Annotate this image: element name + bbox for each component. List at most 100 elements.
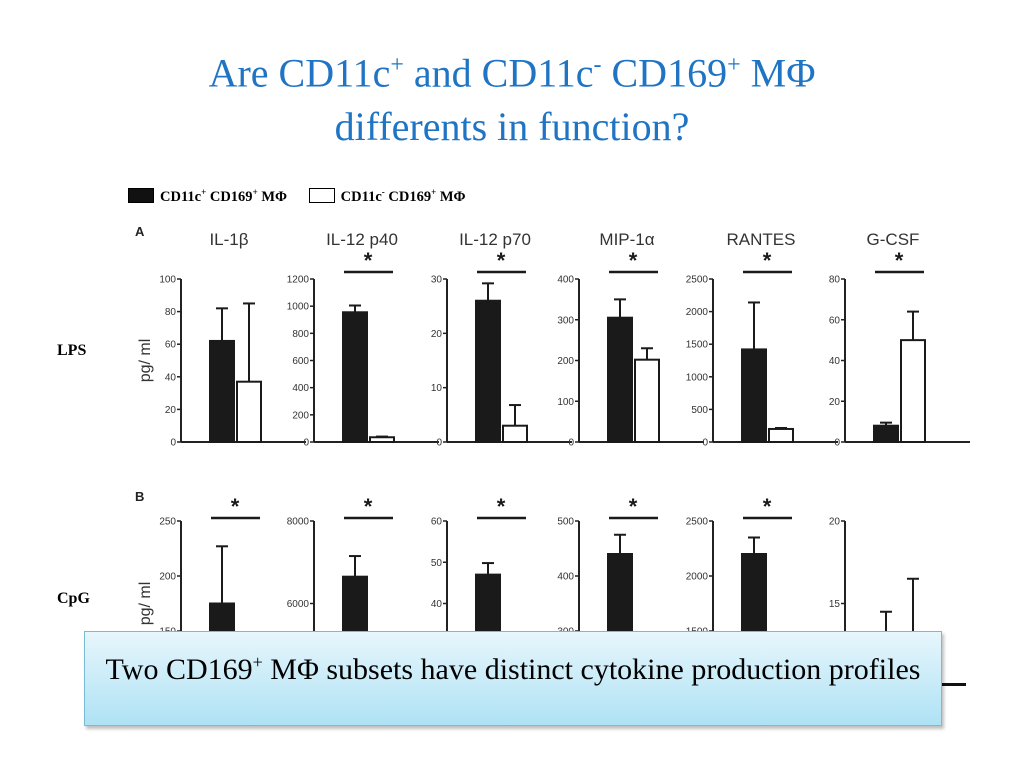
legend-sup: + <box>201 187 207 197</box>
data-bar <box>607 316 633 443</box>
panel-letter-b: B <box>135 489 144 504</box>
y-tick-label: 40 <box>829 356 841 367</box>
y-tick-label: 15 <box>829 599 841 610</box>
y-tick-label: 20 <box>431 329 443 340</box>
y-tick-label: 200 <box>292 410 309 421</box>
y-tick-label: 40 <box>165 372 177 383</box>
legend-item-cd11c-pos: CD11c+ CD169+ MΦ <box>128 187 287 206</box>
significance-asterisk: * <box>364 494 373 519</box>
callout-text-a: Two CD169 <box>105 653 253 686</box>
panel-letter-a: A <box>135 224 145 239</box>
legend-text: CD11c <box>340 188 382 205</box>
y-tick-label: 100 <box>159 275 176 286</box>
legend-sup: + <box>252 187 258 197</box>
title-text-a: Are CD11c <box>208 50 391 96</box>
chart-title: MIP-1α <box>599 230 654 249</box>
y-tick-label: 20 <box>829 517 841 528</box>
data-bar <box>768 427 794 443</box>
legend-text: CD11c <box>160 188 202 205</box>
y-tick-label: 800 <box>292 329 309 340</box>
chart-title: G-CSF <box>867 230 920 249</box>
title-text-c: CD169 <box>601 50 728 96</box>
title-text-d: MΦ <box>740 50 816 96</box>
y-tick-label: 2000 <box>686 307 709 318</box>
row-label-cpg: CpG <box>57 590 90 607</box>
chart-title: IL-1β <box>209 230 248 249</box>
legend-text: MΦ <box>257 188 288 205</box>
data-bar <box>873 424 899 444</box>
significance-asterisk: * <box>629 494 638 519</box>
significance-asterisk: * <box>497 248 506 273</box>
chart-title: RANTES <box>727 230 796 249</box>
y-tick-label: 60 <box>431 517 443 528</box>
y-tick-label: 0 <box>568 438 574 449</box>
row-label-lps: LPS <box>57 342 87 359</box>
chart-title: IL-12 p40 <box>326 230 398 249</box>
y-tick-label: 60 <box>165 340 177 351</box>
y-tick-label: 0 <box>702 438 708 449</box>
y-tick-label: 250 <box>159 517 176 528</box>
chart-legend: CD11c+ CD169+ MΦ CD11c- CD169+ MΦ <box>128 187 484 206</box>
data-bar <box>236 380 262 444</box>
y-tick-label: 0 <box>170 438 176 449</box>
significance-asterisk: * <box>763 494 772 519</box>
legend-sup: - <box>381 187 385 197</box>
legend-text: CD169 <box>206 188 253 205</box>
y-tick-label: 2500 <box>686 517 709 528</box>
data-bar <box>634 358 660 443</box>
y-axis-label: pg/ ml <box>137 582 154 626</box>
callout-sup: + <box>252 652 263 672</box>
legend-text: MΦ <box>436 188 466 205</box>
y-tick-label: 300 <box>557 315 574 326</box>
data-bar <box>369 436 395 443</box>
axis-line-fragment <box>940 683 966 686</box>
significance-asterisk: * <box>497 494 506 519</box>
y-tick-label: 1200 <box>287 275 310 286</box>
conclusion-callout: Two CD169+ MΦ subsets have distinct cyto… <box>84 631 942 726</box>
data-bar <box>342 575 368 637</box>
significance-asterisk: * <box>364 248 373 273</box>
data-bar <box>741 553 767 637</box>
title-line-1: Are CD11c+ and CD11c- CD169+ MΦ <box>0 38 1024 100</box>
data-bar <box>342 311 368 444</box>
data-bar <box>475 299 501 443</box>
y-tick-label: 80 <box>829 275 841 286</box>
chart-title: IL-12 p70 <box>459 230 531 249</box>
data-bar <box>607 553 633 637</box>
y-tick-label: 2500 <box>686 275 709 286</box>
y-tick-label: 0 <box>303 438 309 449</box>
y-tick-label: 400 <box>557 572 574 583</box>
legend-swatch-open <box>308 187 335 203</box>
y-tick-label: 40 <box>431 599 443 610</box>
y-tick-label: 200 <box>557 356 574 367</box>
y-tick-label: 600 <box>292 356 309 367</box>
data-bar <box>900 339 926 443</box>
data-bar <box>475 573 501 637</box>
y-tick-label: 50 <box>431 558 443 569</box>
y-tick-label: 200 <box>159 572 176 583</box>
y-tick-label: 1000 <box>686 372 709 383</box>
legend-sup: + <box>431 187 437 197</box>
y-tick-label: 80 <box>165 307 177 318</box>
y-tick-label: 500 <box>557 517 574 528</box>
title-text-b: and CD11c <box>403 50 594 96</box>
significance-asterisk: * <box>231 494 240 519</box>
data-bar <box>741 348 767 443</box>
y-tick-label: 8000 <box>287 517 310 528</box>
legend-item-cd11c-neg: CD11c- CD169+ MΦ <box>308 187 466 206</box>
y-tick-label: 100 <box>557 397 574 408</box>
significance-asterisk: * <box>763 248 772 273</box>
title-sup-1: + <box>390 52 404 78</box>
callout-text-b: MΦ subsets have distinct cytokine produc… <box>262 653 921 686</box>
y-axis-label: pg/ ml <box>137 339 154 383</box>
y-tick-label: 30 <box>431 275 443 286</box>
y-tick-label: 0 <box>834 438 840 449</box>
data-bar <box>209 339 235 443</box>
legend-swatch-filled <box>128 187 154 203</box>
y-tick-label: 0 <box>436 438 442 449</box>
y-tick-label: 1000 <box>287 302 310 313</box>
slide-title: Are CD11c+ and CD11c- CD169+ MΦ differen… <box>0 38 1024 154</box>
y-tick-label: 20 <box>165 405 177 416</box>
title-line-2: differents in function? <box>334 104 690 150</box>
